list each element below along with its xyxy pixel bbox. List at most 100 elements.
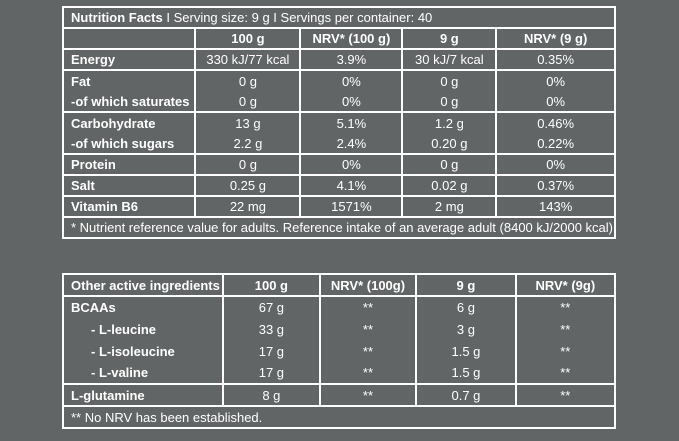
row-value: 1571%: [299, 195, 404, 217]
row-value: 0%: [299, 91, 404, 112]
row-value: 0.7 g: [415, 383, 517, 406]
nutrition-footnote-row: * Nutrient reference value for adults. R…: [62, 216, 616, 238]
row-value: 2.4%: [299, 133, 404, 154]
row-value: **: [514, 318, 617, 340]
table-row-salt: Salt 0.25 g 4.1% 0.02 g 0.37%: [61, 174, 616, 196]
row-value: 0%: [495, 69, 616, 91]
row-value: **: [318, 383, 418, 406]
row-value: 13 g: [194, 111, 302, 133]
nutrition-title-row: Nutrition Facts I Serving size: 9 g I Se…: [62, 7, 616, 28]
row-value: **: [318, 340, 418, 362]
nutrition-facts-table: Nutrition Facts I Serving size: 9 g I Se…: [61, 6, 616, 239]
row-label: -of which sugars: [61, 133, 197, 154]
row-value: 17 g: [222, 340, 321, 362]
row-value: **: [318, 362, 418, 384]
table-row-l-isoleucine: - L-isoleucine 17 g ** 1.5 g **: [61, 340, 617, 362]
header-nrv-9g: NRV* (9 g): [495, 27, 616, 49]
table-row-l-valine: - L-valine 17 g ** 1.5 g **: [61, 362, 617, 384]
row-value: 67 g: [222, 295, 321, 318]
header-empty-cell: [61, 27, 197, 49]
no-nrv-footnote: ** No NRV has been established.: [62, 405, 616, 428]
row-value: 17 g: [222, 362, 321, 384]
row-value: 0.22%: [495, 133, 616, 154]
row-value: 0 g: [401, 153, 498, 175]
row-label: BCAAs: [61, 295, 225, 318]
row-value: 4.1%: [299, 174, 404, 196]
row-value: 3.9%: [299, 48, 404, 70]
row-value: 0.25 g: [194, 174, 302, 196]
row-value: 22 mg: [194, 195, 302, 217]
nutrition-title: Nutrition Facts I Serving size: 9 g I Se…: [62, 7, 616, 28]
table-row-energy: Energy 330 kJ/77 kcal 3.9% 30 kJ/7 kcal …: [61, 48, 616, 70]
nutrition-header-row: 100 g NRV* (100 g) 9 g NRV* (9 g): [61, 27, 616, 49]
row-value: 1.5 g: [415, 362, 517, 384]
row-value: **: [514, 295, 617, 318]
row-value: 0%: [299, 69, 404, 91]
row-label: Fat: [61, 69, 197, 91]
table-row-sugars: -of which sugars 2.2 g 2.4% 0.20 g 0.22%: [61, 133, 616, 154]
row-value: 0 g: [194, 69, 302, 91]
header-other-active-ingredients: Other active ingredients: [61, 274, 225, 296]
row-label: - L-valine: [61, 362, 225, 384]
row-value: 33 g: [222, 318, 321, 340]
row-value: 1.2 g: [401, 111, 498, 133]
row-value: 3 g: [415, 318, 517, 340]
header-nrv-9g: NRV* (9g): [514, 274, 617, 296]
row-value: **: [514, 362, 617, 384]
row-label: - L-leucine: [61, 318, 225, 340]
ingredients-footnote-row: ** No NRV has been established.: [62, 405, 616, 428]
row-value: 2 mg: [401, 195, 498, 217]
row-value: 0 g: [401, 69, 498, 91]
row-value: 6 g: [415, 295, 517, 318]
other-active-ingredients-table: Other active ingredients 100 g NRV* (100…: [61, 273, 617, 429]
row-value: 0.37%: [495, 174, 616, 196]
row-value: 0.35%: [495, 48, 616, 70]
nrv-footnote: * Nutrient reference value for adults. R…: [62, 216, 616, 238]
row-value: 0 g: [401, 91, 498, 112]
row-value: 30 kJ/7 kcal: [401, 48, 498, 70]
row-label: Vitamin B6: [61, 195, 197, 217]
table-row-bcaas: BCAAs 67 g ** 6 g **: [61, 295, 617, 318]
row-value: 0%: [299, 153, 404, 175]
header-100g: 100 g: [222, 274, 321, 296]
header-nrv-100g: NRV* (100g): [318, 274, 418, 296]
row-label: Carbohydrate: [61, 111, 197, 133]
row-value: 143%: [495, 195, 616, 217]
header-9g: 9 g: [401, 27, 498, 49]
row-value: **: [318, 295, 418, 318]
row-value: 0%: [495, 153, 616, 175]
table-row-saturates: -of which saturates 0 g 0% 0 g 0%: [61, 91, 616, 112]
header-100g: 100 g: [194, 27, 302, 49]
row-value: **: [514, 383, 617, 406]
row-label: Protein: [61, 153, 197, 175]
row-value: 2.2 g: [194, 133, 302, 154]
ingredients-header-row: Other active ingredients 100 g NRV* (100…: [61, 274, 617, 296]
header-9g: 9 g: [415, 274, 517, 296]
row-value: 0.02 g: [401, 174, 498, 196]
nutrition-title-serving-info: I Serving size: 9 g I Servings per conta…: [166, 10, 433, 25]
row-value: 5.1%: [299, 111, 404, 133]
row-value: **: [514, 340, 617, 362]
row-value: 0.46%: [495, 111, 616, 133]
row-label: -of which saturates: [61, 91, 197, 112]
row-value: 0 g: [194, 91, 302, 112]
row-label: Salt: [61, 174, 197, 196]
table-row-carbohydrate: Carbohydrate 13 g 5.1% 1.2 g 0.46%: [61, 111, 616, 133]
nutrition-title-bold: Nutrition Facts: [71, 10, 163, 25]
table-row-protein: Protein 0 g 0% 0 g 0%: [61, 153, 616, 175]
table-row-l-leucine: - L-leucine 33 g ** 3 g **: [61, 318, 617, 340]
table-row-vitamin-b6: Vitamin B6 22 mg 1571% 2 mg 143%: [61, 195, 616, 217]
table-row-fat: Fat 0 g 0% 0 g 0%: [61, 69, 616, 91]
row-value: 0 g: [194, 153, 302, 175]
row-label: L-glutamine: [61, 383, 225, 406]
row-value: 0.20 g: [401, 133, 498, 154]
row-label: - L-isoleucine: [61, 340, 225, 362]
row-value: 1.5 g: [415, 340, 517, 362]
row-label: Energy: [61, 48, 197, 70]
row-value: 0%: [495, 91, 616, 112]
row-value: 8 g: [222, 383, 321, 406]
row-value: **: [318, 318, 418, 340]
table-row-l-glutamine: L-glutamine 8 g ** 0.7 g **: [61, 383, 617, 406]
row-value: 330 kJ/77 kcal: [194, 48, 302, 70]
